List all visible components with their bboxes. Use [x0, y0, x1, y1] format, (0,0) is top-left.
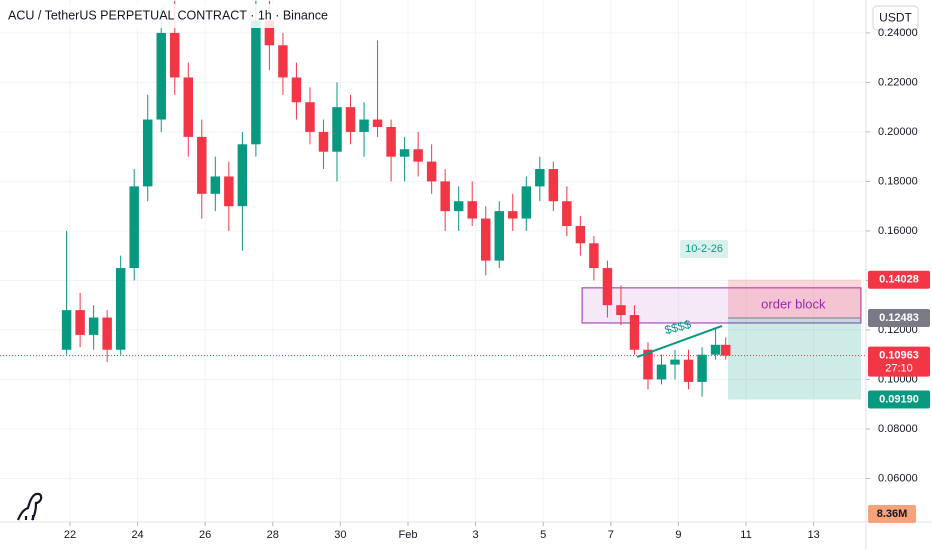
- candle-body: [656, 364, 667, 380]
- candle-body: [562, 201, 572, 226]
- candle-body: [548, 169, 559, 202]
- volume-label: 8.36M: [877, 508, 908, 520]
- candle-body: [535, 169, 545, 187]
- countdown-label: 27:10: [885, 363, 913, 375]
- candle-body: [453, 201, 464, 212]
- last-price-badge: [868, 346, 930, 377]
- candle-body: [399, 149, 410, 157]
- candle-body: [332, 107, 342, 152]
- x-tick-label: 3: [473, 529, 479, 541]
- candle-body: [129, 186, 139, 269]
- candle-body: [156, 32, 166, 120]
- y-tick-label: 0.08000: [878, 423, 918, 435]
- x-tick-label: 11: [740, 529, 751, 541]
- candle-body: [670, 359, 680, 365]
- y-tick-label: 0.22000: [878, 76, 918, 88]
- candle-body: [589, 243, 599, 269]
- candle-body: [467, 201, 477, 219]
- x-tick-label: 5: [540, 529, 546, 541]
- currency-button[interactable]: [872, 5, 919, 31]
- annotation-box: [680, 239, 729, 258]
- chart-title: ACU / TetherUS PERPETUAL CONTRACT · 1h ·…: [8, 8, 328, 22]
- top-layer: 10-2-26 $$$$ order block: [636, 239, 826, 358]
- currency-label[interactable]: USDT: [879, 11, 912, 25]
- candle-body: [629, 315, 640, 350]
- entry-label: 0.12483: [879, 312, 919, 324]
- candle-body: [480, 218, 491, 261]
- y-tick-label: 0.20000: [878, 126, 918, 138]
- candle-body: [426, 161, 437, 182]
- candle-body: [697, 354, 707, 382]
- candle-body: [197, 136, 207, 194]
- x-tick-label: 7: [608, 529, 614, 541]
- entry-badge: [868, 308, 930, 327]
- candle-body: [413, 149, 423, 162]
- annotation: order block: [761, 296, 826, 311]
- candle-body: [102, 317, 112, 350]
- candle-body: [318, 131, 329, 152]
- candle-body: [224, 176, 234, 207]
- overlays: [0, 279, 866, 400]
- candle-body: [237, 144, 248, 207]
- candle-body: [643, 349, 653, 380]
- x-tick-label: 24: [131, 529, 143, 541]
- candle-body: [305, 102, 315, 132]
- candle-body: [359, 119, 369, 132]
- target-zone: [728, 279, 861, 318]
- candle-body: [142, 119, 153, 187]
- stop-zone: [728, 317, 861, 400]
- candle-body: [602, 268, 613, 306]
- x-tick-label: 28: [267, 529, 279, 541]
- trendline: [636, 325, 723, 358]
- candle-body: [386, 126, 396, 157]
- candle-body: [75, 310, 85, 335]
- x-tick-label: Feb: [399, 529, 418, 541]
- logo[interactable]: [16, 492, 43, 521]
- candle-body: [372, 119, 383, 127]
- stop-badge: [868, 390, 930, 409]
- candle-body: [575, 225, 586, 244]
- candle-body: [183, 77, 194, 137]
- last-price-label: 0.10963: [879, 350, 919, 362]
- y-tick-label: 0.24000: [878, 27, 918, 39]
- y-tick-label: 0.18000: [878, 175, 918, 187]
- candle-body: [251, 20, 261, 145]
- candle-body: [170, 32, 180, 78]
- candle-body: [345, 107, 356, 132]
- y-tick-label: 0.16000: [878, 225, 918, 237]
- order-block: [581, 287, 862, 324]
- annotation: 10-2-26: [685, 243, 723, 255]
- candle-body: [683, 359, 694, 382]
- candle-body: [291, 77, 302, 103]
- title-backdrop: [0, 4, 336, 28]
- target-badge: [868, 270, 930, 289]
- y-tick-label: 0.06000: [878, 472, 918, 484]
- candles: [61, 0, 731, 397]
- x-tick-label: 9: [675, 529, 681, 541]
- candle-body: [440, 181, 450, 212]
- candle-body: [278, 45, 288, 78]
- candle-body: [494, 211, 504, 261]
- target-label: 0.14028: [879, 274, 919, 286]
- x-tick-label: 13: [807, 529, 819, 541]
- candle-body: [508, 211, 518, 219]
- candle-body: [115, 268, 126, 350]
- x-tick-label: 30: [334, 529, 346, 541]
- candle-body: [616, 305, 626, 316]
- x-tick-label: 26: [199, 529, 211, 541]
- candle-body: [88, 317, 99, 335]
- candle-body: [521, 186, 532, 219]
- volume-badge: [868, 505, 916, 523]
- candle-body: [61, 310, 72, 350]
- annotation: $$$$: [663, 317, 693, 337]
- candle-body: [720, 344, 731, 356]
- candle-body: [210, 176, 221, 194]
- stop-label: 0.09190: [879, 393, 919, 405]
- candle-body: [264, 20, 275, 46]
- candle-body: [710, 344, 721, 355]
- x-tick-label: 22: [64, 529, 76, 541]
